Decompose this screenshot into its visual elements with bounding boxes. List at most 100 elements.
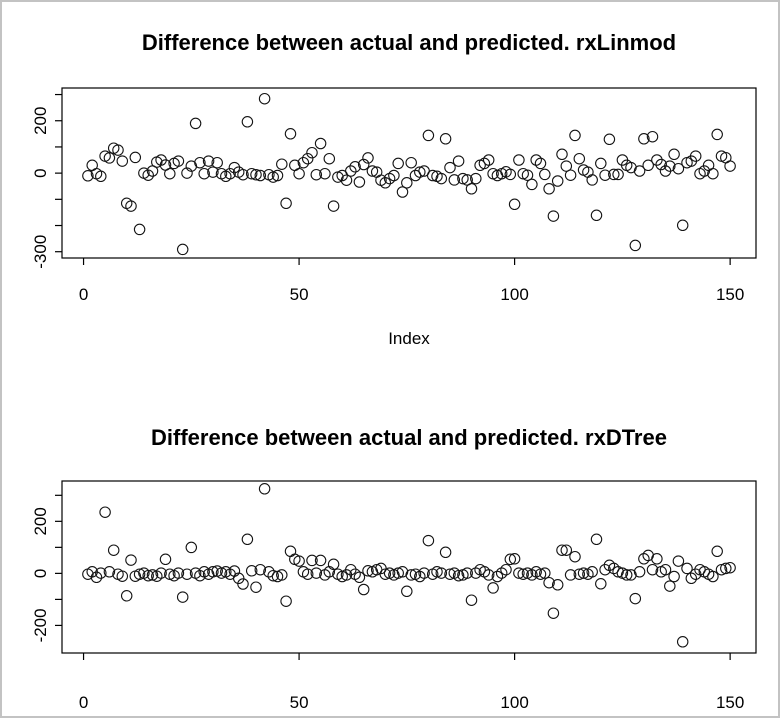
data-point <box>612 168 624 181</box>
data-point <box>715 563 728 576</box>
data-point <box>564 569 577 581</box>
data-point <box>142 569 154 582</box>
data-point <box>267 569 279 582</box>
data-point <box>176 591 189 603</box>
data-point <box>241 116 254 128</box>
data-point <box>564 169 577 181</box>
data-point <box>297 156 310 169</box>
data-point <box>414 166 426 178</box>
data-point <box>599 169 611 181</box>
data-point <box>129 151 142 164</box>
data-point <box>439 546 452 559</box>
y-axis-tick-label: -200 <box>31 608 50 642</box>
data-point <box>590 533 603 546</box>
data-point <box>340 174 353 186</box>
data-point <box>237 168 249 181</box>
data-point <box>698 165 711 177</box>
data-point <box>560 544 573 556</box>
data-point <box>556 544 568 556</box>
data-point <box>470 567 482 579</box>
data-point <box>112 144 124 156</box>
data-point <box>366 165 379 177</box>
top-plot-rxlinmod: 0 50 100 150 200 0 -300 <box>31 87 757 304</box>
data-point <box>211 156 223 169</box>
data-point <box>461 567 473 579</box>
data-point <box>82 170 94 182</box>
data-point <box>689 150 702 162</box>
data-point <box>103 566 116 578</box>
data-point <box>530 154 542 166</box>
data-point <box>345 563 357 576</box>
data-point <box>301 152 314 165</box>
data-point <box>470 172 482 185</box>
data-point <box>517 568 529 580</box>
data-point <box>543 576 555 589</box>
x-axis-tick-label: 0 <box>79 693 88 712</box>
data-point <box>539 168 551 181</box>
data-point <box>254 169 267 182</box>
data-point <box>482 569 495 581</box>
data-point <box>495 567 508 579</box>
data-point <box>646 563 659 576</box>
data-point <box>465 183 478 195</box>
data-point <box>125 554 137 566</box>
data-point <box>357 158 370 171</box>
data-point <box>720 562 732 575</box>
data-point <box>107 544 120 556</box>
data-point <box>146 569 159 581</box>
data-point <box>638 133 650 145</box>
data-point <box>215 567 228 579</box>
data-point <box>258 483 271 495</box>
data-point <box>357 583 370 596</box>
data-point <box>452 155 465 167</box>
data-point <box>401 585 413 598</box>
data-point <box>172 155 185 167</box>
data-point <box>284 545 297 558</box>
data-point <box>491 570 504 583</box>
data-point <box>724 561 736 574</box>
data-point <box>599 563 611 576</box>
data-point <box>556 148 568 161</box>
data-point <box>547 210 560 222</box>
data-point <box>284 128 297 140</box>
data-point <box>207 166 219 178</box>
y-axis-tick-label: 200 <box>31 507 50 535</box>
data-point <box>590 209 603 222</box>
data-point <box>724 160 736 172</box>
data-point <box>120 590 133 602</box>
data-point <box>250 581 262 593</box>
data-point <box>513 567 525 579</box>
y-axis-tick-label: -300 <box>31 235 50 269</box>
data-point <box>172 567 185 579</box>
data-point <box>202 155 215 167</box>
data-point <box>306 554 318 567</box>
data-point <box>314 554 327 567</box>
data-point <box>633 165 646 177</box>
data-point <box>392 157 404 170</box>
data-point <box>543 183 555 195</box>
data-point <box>513 154 525 166</box>
data-point <box>711 545 723 558</box>
data-point <box>116 155 129 167</box>
data-point <box>388 169 400 182</box>
data-point <box>603 133 616 146</box>
data-point <box>508 553 521 565</box>
data-point <box>534 157 547 170</box>
data-point <box>478 157 491 170</box>
data-point <box>245 167 258 180</box>
data-point <box>547 607 560 619</box>
data-point <box>353 176 366 188</box>
data-point <box>685 572 698 585</box>
data-point <box>301 568 314 580</box>
bottom-plot-rxdtree: 0 50 100 150 200 0 -200 <box>31 480 757 712</box>
y-axis-tick-label: 0 <box>31 168 50 177</box>
data-point <box>534 568 547 580</box>
data-point <box>241 533 254 546</box>
data-point <box>448 174 461 186</box>
data-point <box>431 566 443 578</box>
data-point <box>707 570 719 583</box>
data-point <box>422 534 435 547</box>
data-point <box>194 569 206 582</box>
